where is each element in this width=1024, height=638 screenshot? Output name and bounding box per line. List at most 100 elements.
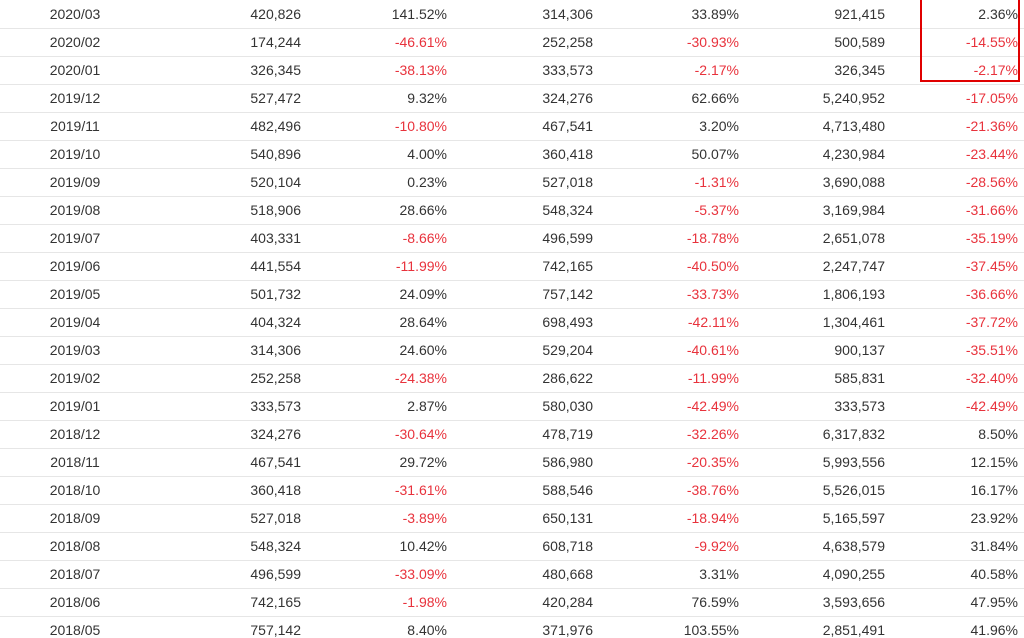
date-cell: 2019/06 — [49, 258, 101, 274]
percent-cell-1: 10.42% — [399, 538, 447, 554]
percent-cell-1: 29.72% — [399, 454, 447, 470]
value-cell-1: 527,018 — [250, 510, 301, 526]
percent-cell-3: -42.49% — [965, 398, 1018, 414]
value-cell-1: 548,324 — [250, 538, 301, 554]
percent-cell-3: -14.55% — [965, 34, 1018, 50]
percent-cell-3: 23.92% — [970, 510, 1018, 526]
percent-cell-2: 33.89% — [691, 6, 739, 22]
percent-cell-2: -40.61% — [686, 342, 739, 358]
value-cell-3: 585,831 — [834, 370, 885, 386]
percent-cell-2: 76.59% — [691, 594, 739, 610]
percent-cell-1: -10.80% — [394, 118, 447, 134]
date-cell: 2018/11 — [50, 454, 100, 470]
percent-cell-2: -40.50% — [686, 258, 739, 274]
percent-cell-1: -8.66% — [402, 230, 447, 246]
value-cell-1: 403,331 — [250, 230, 301, 246]
value-cell-2: 548,324 — [542, 202, 593, 218]
value-cell-1: 527,472 — [250, 90, 301, 106]
percent-cell-3: -36.66% — [965, 286, 1018, 302]
date-cell: 2018/08 — [49, 538, 101, 554]
value-cell-2: 742,165 — [542, 258, 593, 274]
date-cell: 2019/01 — [49, 398, 101, 414]
percent-cell-2: -9.92% — [694, 538, 739, 554]
value-cell-3: 4,090,255 — [822, 566, 885, 582]
value-cell-1: 518,906 — [250, 202, 301, 218]
date-cell: 2019/11 — [50, 118, 100, 134]
date-cell: 2019/02 — [49, 370, 101, 386]
percent-cell-2: -5.37% — [694, 202, 739, 218]
table-row: 2018/07 496,599 -33.09% 480,668 3.31% 4,090,2… — [0, 561, 1024, 589]
value-cell-2: 757,142 — [542, 286, 593, 302]
value-cell-3: 500,589 — [834, 34, 885, 50]
percent-cell-3: -37.72% — [965, 314, 1018, 330]
value-cell-3: 5,526,015 — [822, 482, 885, 498]
value-cell-1: 252,258 — [250, 370, 301, 386]
value-cell-2: 480,668 — [542, 566, 593, 582]
value-cell-2: 478,719 — [542, 426, 593, 442]
value-cell-1: 742,165 — [250, 594, 301, 610]
value-cell-3: 326,345 — [834, 62, 885, 78]
date-cell: 2018/05 — [49, 622, 101, 638]
table-row: 2019/10 540,896 4.00% 360,418 50.07% 4,230,98… — [0, 141, 1024, 169]
percent-cell-1: -3.89% — [402, 510, 447, 526]
value-cell-1: 496,599 — [250, 566, 301, 582]
value-cell-1: 420,826 — [250, 6, 301, 22]
table-row: 2019/07 403,331 -8.66% 496,599 -18.78% 2,651,… — [0, 225, 1024, 253]
value-cell-2: 608,718 — [542, 538, 593, 554]
value-cell-2: 467,541 — [542, 118, 593, 134]
date-cell: 2019/04 — [49, 314, 101, 330]
table-row: 2018/06 742,165 -1.98% 420,284 76.59% 3,593,6… — [0, 589, 1024, 617]
table-row: 2019/09 520,104 0.23% 527,018 -1.31% 3,690,08… — [0, 169, 1024, 197]
value-cell-1: 467,541 — [250, 454, 301, 470]
value-cell-3: 6,317,832 — [822, 426, 885, 442]
percent-cell-3: 41.96% — [970, 622, 1018, 638]
value-cell-2: 586,980 — [542, 454, 593, 470]
percent-cell-2: -42.49% — [686, 398, 739, 414]
percent-cell-2: 103.55% — [683, 622, 739, 638]
percent-cell-2: 62.66% — [691, 90, 739, 106]
table-row: 2019/08 518,906 28.66% 548,324 -5.37% 3,169,9… — [0, 197, 1024, 225]
percent-cell-1: 4.00% — [407, 146, 447, 162]
value-cell-1: 540,896 — [250, 146, 301, 162]
percent-cell-1: 141.52% — [391, 6, 447, 22]
percent-cell-3: -28.56% — [965, 174, 1018, 190]
value-cell-1: 501,732 — [250, 286, 301, 302]
table-row: 2018/10 360,418 -31.61% 588,546 -38.76% 5,526… — [0, 477, 1024, 505]
table-row: 2018/12 324,276 -30.64% 478,719 -32.26% 6,317… — [0, 421, 1024, 449]
percent-cell-2: -18.78% — [686, 230, 739, 246]
date-cell: 2019/08 — [49, 202, 101, 218]
percent-cell-2: -2.17% — [694, 62, 739, 78]
percent-cell-1: 8.40% — [407, 622, 447, 638]
percent-cell-2: 50.07% — [691, 146, 739, 162]
value-cell-3: 2,247,747 — [822, 258, 885, 274]
value-cell-3: 3,593,656 — [822, 594, 885, 610]
value-cell-3: 921,415 — [834, 6, 885, 22]
percent-cell-1: -46.61% — [394, 34, 447, 50]
percent-cell-1: 0.23% — [407, 174, 447, 190]
percent-cell-3: 31.84% — [970, 538, 1018, 554]
table-row: 2020/01 326,345 -38.13% 333,573 -2.17% 326,34… — [0, 57, 1024, 85]
percent-cell-1: 24.60% — [399, 342, 447, 358]
value-cell-2: 324,276 — [542, 90, 593, 106]
value-cell-3: 1,304,461 — [822, 314, 885, 330]
percent-cell-2: -11.99% — [687, 370, 739, 386]
table-row: 2018/05 757,142 8.40% 371,976 103.55% 2,851,4… — [0, 617, 1024, 638]
date-cell: 2019/07 — [49, 230, 101, 246]
date-cell: 2018/06 — [49, 594, 101, 610]
percent-cell-1: -33.09% — [394, 566, 447, 582]
percent-cell-1: -11.99% — [395, 258, 447, 274]
percent-cell-1: 28.64% — [399, 314, 447, 330]
value-cell-1: 324,276 — [250, 426, 301, 442]
percent-cell-1: 28.66% — [399, 202, 447, 218]
percent-cell-2: -30.93% — [686, 34, 739, 50]
table-row: 2020/02 174,244 -46.61% 252,258 -30.93% 500,5… — [0, 29, 1024, 57]
date-cell: 2019/03 — [49, 342, 101, 358]
value-cell-2: 252,258 — [542, 34, 593, 50]
percent-cell-1: -1.98% — [402, 594, 447, 610]
value-cell-3: 4,713,480 — [822, 118, 885, 134]
table-row: 2018/09 527,018 -3.89% 650,131 -18.94% 5,165,… — [0, 505, 1024, 533]
percent-cell-2: -42.11% — [687, 314, 739, 330]
value-cell-2: 420,284 — [542, 594, 593, 610]
value-cell-1: 360,418 — [250, 482, 301, 498]
percent-cell-3: -21.36% — [965, 118, 1018, 134]
